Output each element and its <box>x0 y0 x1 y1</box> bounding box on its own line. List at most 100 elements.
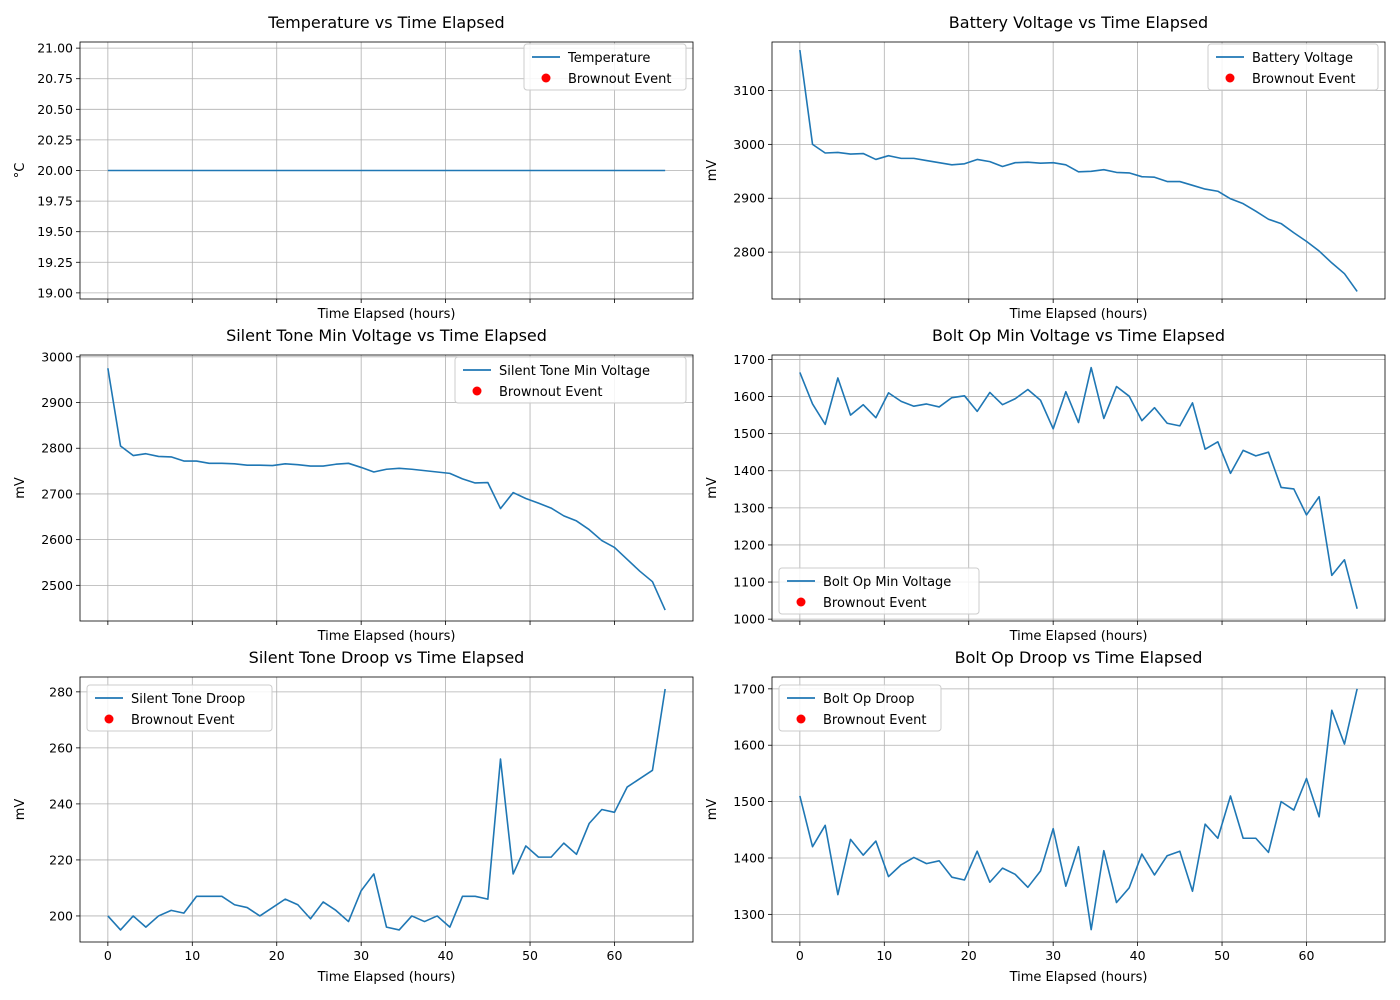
subplot-3: 2500 2600 2700 2800 2900 3000 Silent Tone Min … <box>13 326 694 644</box>
series-line <box>799 49 1358 292</box>
y-tick-label: 1400 <box>733 463 765 478</box>
subplot-1: 19.00 19.25 19.50 19.75 20.00 20.25 20.50 20.75… <box>13 13 694 322</box>
legend-event-label: Brownout Event <box>1252 72 1355 87</box>
legend-event-swatch <box>796 714 806 724</box>
y-tick-label: 1700 <box>733 681 765 696</box>
x-axis-label: Time Elapsed (hours) <box>1009 629 1148 644</box>
y-tick-label: 19.75 <box>37 194 73 209</box>
legend-series-label: Temperature <box>567 51 650 66</box>
x-axis-label: Time Elapsed (hours) <box>1009 307 1148 322</box>
y-tick-label: 2500 <box>41 578 73 593</box>
y-axis-label: °C <box>13 163 28 179</box>
axes-frame <box>79 354 694 622</box>
x-tick-label: 20 <box>961 948 977 963</box>
legend-event-swatch <box>104 714 114 724</box>
y-tick-label: 1500 <box>733 426 765 441</box>
chart-title: Battery Voltage vs Time Elapsed <box>949 13 1208 32</box>
x-tick-label: 50 <box>1214 948 1230 963</box>
chart-title: Silent Tone Min Voltage vs Time Elapsed <box>226 326 547 345</box>
legend: Silent Tone Min Voltage Brownout Event <box>454 356 687 404</box>
legend-event-label: Brownout Event <box>568 72 671 87</box>
legend-box <box>1207 43 1379 91</box>
y-tick-label: 2800 <box>41 441 73 456</box>
legend-event-swatch <box>1225 73 1235 83</box>
legend-series-label: Bolt Op Min Voltage <box>823 575 951 590</box>
subplot-6: 0 10 20 30 40 50 60 1300 1400 1500 1600 1700 Bolt Op… <box>705 648 1386 985</box>
y-axis-label: mV <box>705 477 720 499</box>
y-tick-label: 1700 <box>733 352 765 367</box>
y-tick-label: 1000 <box>733 612 765 627</box>
y-tick-label: 20.00 <box>37 163 73 178</box>
y-tick-label: 20.75 <box>37 71 73 86</box>
y-tick-label: 2600 <box>41 532 73 547</box>
y-tick-label: 21.00 <box>37 41 73 56</box>
x-tick-label: 50 <box>522 948 538 963</box>
legend-box <box>523 43 687 91</box>
x-tick-label: 0 <box>104 948 112 963</box>
y-tick-label: 200 <box>49 908 73 923</box>
x-axis-label: Time Elapsed (hours) <box>317 970 456 985</box>
axes-frame <box>771 354 1386 622</box>
y-tick-label: 1300 <box>733 500 765 515</box>
legend-box <box>778 684 942 732</box>
subplot-4: 1000 1100 1200 1300 1400 1500 1600 1700 Bolt Op … <box>705 326 1386 644</box>
y-tick-label: 1400 <box>733 850 765 865</box>
x-axis-label: Time Elapsed (hours) <box>317 307 456 322</box>
x-tick-label: 40 <box>1130 948 1146 963</box>
y-tick-label: 220 <box>49 852 73 867</box>
legend-series-label: Bolt Op Droop <box>823 692 915 707</box>
y-tick-label: 1300 <box>733 907 765 922</box>
series-line <box>799 366 1358 609</box>
y-tick-label: 19.25 <box>37 255 73 270</box>
legend-box <box>454 356 687 404</box>
y-tick-label: 1100 <box>733 575 765 590</box>
y-axis-label: mV <box>13 477 28 499</box>
x-tick-label: 0 <box>796 948 804 963</box>
legend-event-swatch <box>541 73 551 83</box>
x-tick-label: 30 <box>1045 948 1061 963</box>
series-line <box>107 368 666 611</box>
legend-series-label: Silent Tone Droop <box>131 692 245 707</box>
y-tick-label: 1600 <box>733 738 765 753</box>
series-line <box>107 688 666 931</box>
x-tick-label: 10 <box>876 948 892 963</box>
legend-event-swatch <box>472 386 482 396</box>
y-tick-label: 3100 <box>733 83 765 98</box>
axes-frame <box>79 41 694 300</box>
legend-event-swatch <box>796 597 806 607</box>
y-axis-label: mV <box>705 799 720 821</box>
y-tick-label: 2800 <box>733 245 765 260</box>
y-tick-label: 2900 <box>41 395 73 410</box>
legend: Bolt Op Droop Brownout Event <box>778 684 942 732</box>
y-tick-label: 2900 <box>733 191 765 206</box>
x-tick-label: 60 <box>1299 948 1315 963</box>
x-axis-label: Time Elapsed (hours) <box>317 629 456 644</box>
legend-series-label: Silent Tone Min Voltage <box>499 364 650 379</box>
chart-title: Temperature vs Time Elapsed <box>267 13 504 32</box>
legend: Temperature Brownout Event <box>523 43 687 91</box>
legend: Battery Voltage Brownout Event <box>1207 43 1379 91</box>
y-tick-label: 260 <box>49 740 73 755</box>
subplot-5: 0 10 20 30 40 50 60 200 220 240 260 280 Silent Tone … <box>13 648 694 985</box>
y-axis-label: mV <box>13 799 28 821</box>
x-axis-label: Time Elapsed (hours) <box>1009 970 1148 985</box>
chart-title: Bolt Op Droop vs Time Elapsed <box>955 648 1203 667</box>
x-tick-label: 10 <box>184 948 200 963</box>
legend-event-label: Brownout Event <box>823 713 926 728</box>
y-axis-label: mV <box>705 160 720 182</box>
y-tick-label: 2700 <box>41 486 73 501</box>
axes-frame <box>771 41 1386 300</box>
legend-series-label: Battery Voltage <box>1252 51 1353 66</box>
legend-event-label: Brownout Event <box>131 713 234 728</box>
y-tick-label: 240 <box>49 796 73 811</box>
legend-event-label: Brownout Event <box>499 385 602 400</box>
y-tick-label: 280 <box>49 684 73 699</box>
subplot-2: 2800 2900 3000 3100 Battery Voltage vs Time … <box>705 13 1386 322</box>
y-tick-label: 19.00 <box>37 285 73 300</box>
legend: Bolt Op Min Voltage Brownout Event <box>778 567 980 615</box>
x-tick-label: 30 <box>353 948 369 963</box>
y-tick-label: 1600 <box>733 389 765 404</box>
y-tick-label: 1500 <box>733 794 765 809</box>
x-tick-label: 40 <box>438 948 454 963</box>
